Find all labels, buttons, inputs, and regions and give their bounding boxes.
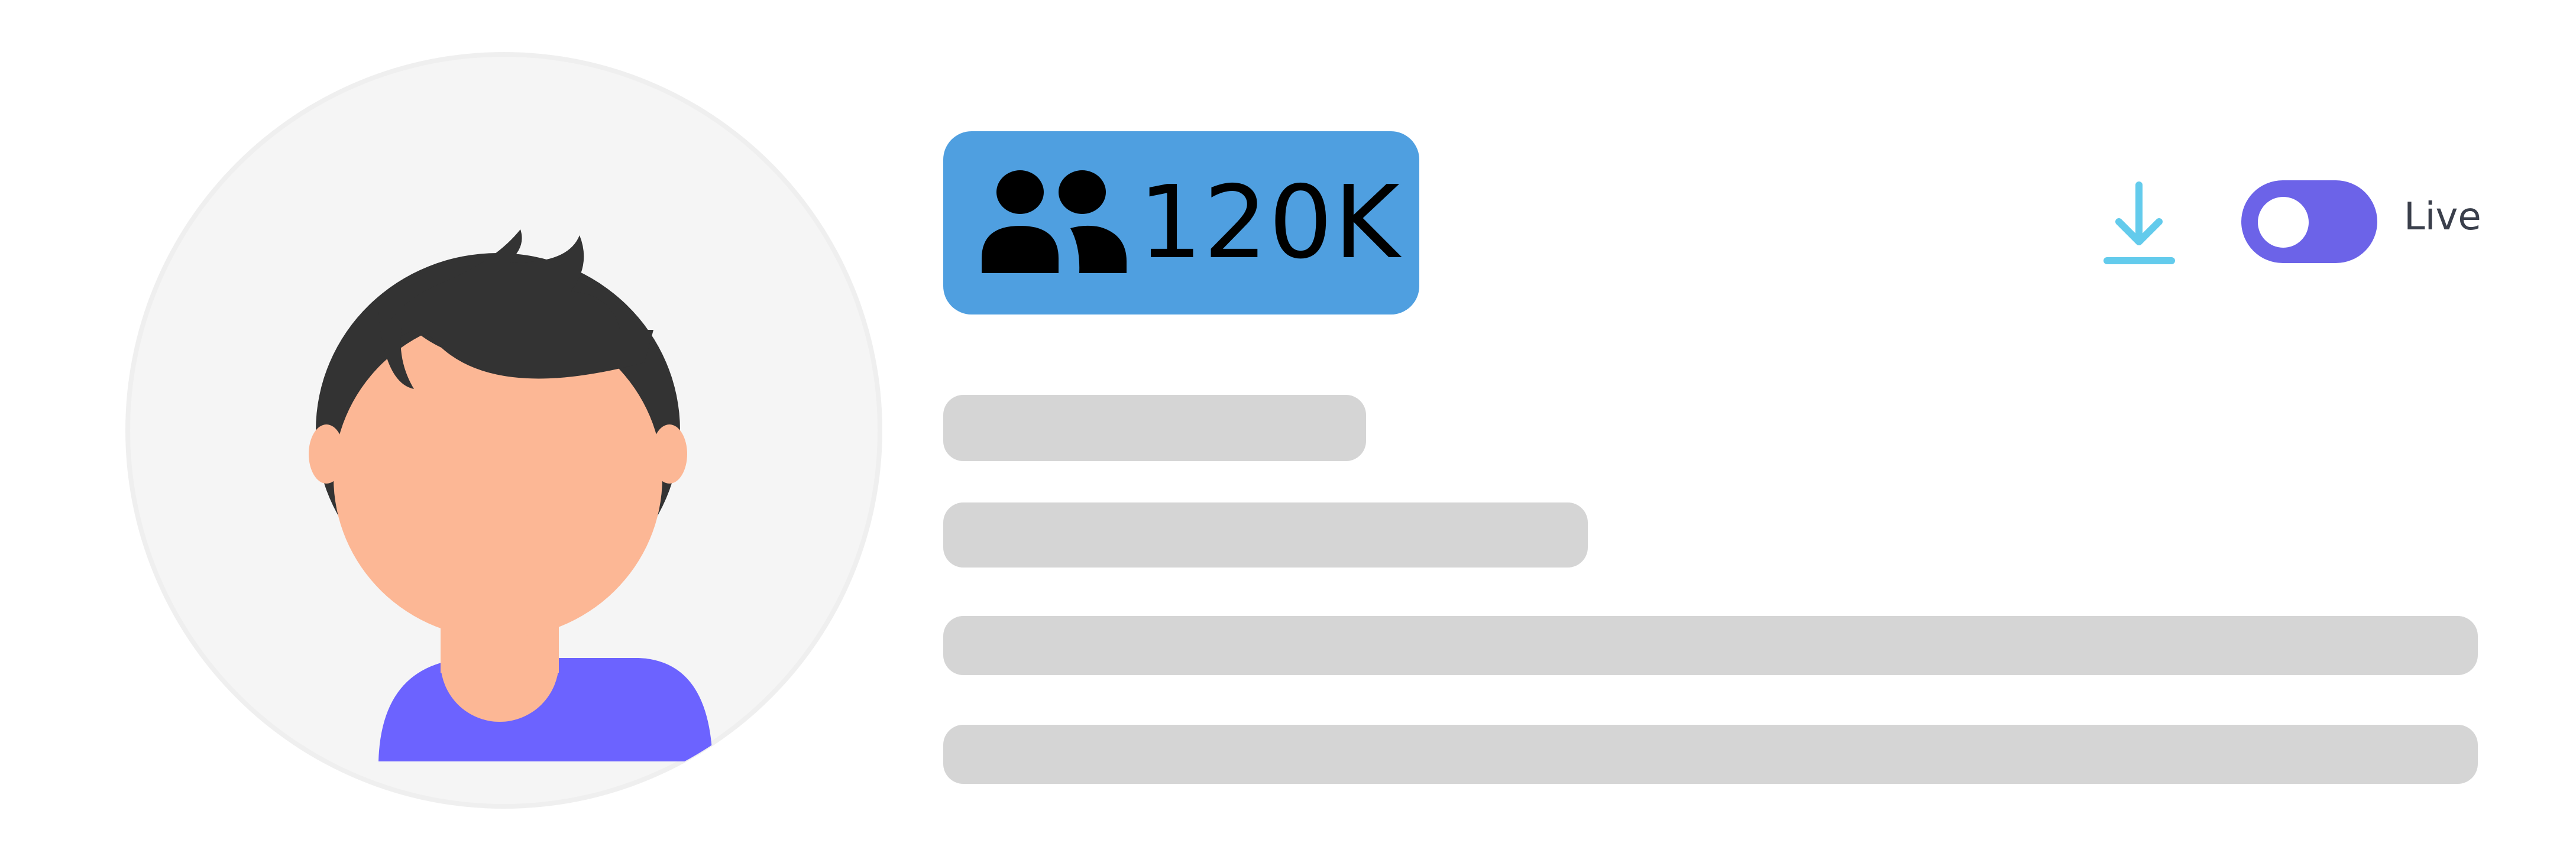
live-toggle[interactable] [2241,180,2377,263]
placeholder-line [943,725,2478,784]
download-icon[interactable] [2102,180,2176,269]
followers-count: 120K [1138,164,1401,281]
placeholder-line [943,616,2478,675]
followers-badge[interactable]: 120K [943,131,1419,314]
user-avatar [118,52,887,809]
avatar-illustration-icon [125,52,882,809]
toggle-knob [2258,197,2309,248]
placeholder-line [943,502,1588,568]
users-icon [982,170,1127,273]
live-label: Live [2404,195,2481,239]
placeholder-line [943,395,1366,461]
